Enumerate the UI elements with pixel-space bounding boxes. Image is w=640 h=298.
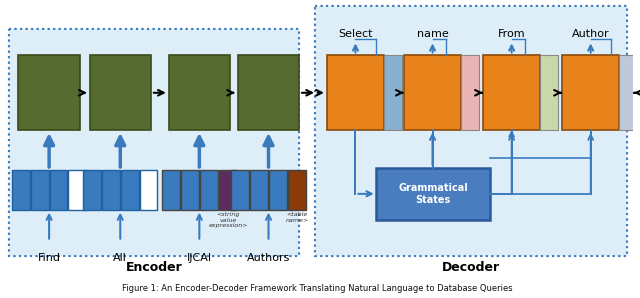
Bar <box>121 170 138 210</box>
Bar <box>50 170 67 210</box>
Bar <box>376 168 490 220</box>
Text: IJCAI: IJCAI <box>187 252 212 263</box>
Text: Select: Select <box>338 29 372 38</box>
Bar <box>12 170 30 210</box>
Bar <box>232 170 249 210</box>
Bar <box>8 29 299 255</box>
Text: Grammatical
States: Grammatical States <box>398 183 468 205</box>
Bar <box>90 55 151 130</box>
Bar <box>315 6 627 255</box>
Text: Find: Find <box>38 252 61 263</box>
Bar <box>68 170 86 210</box>
Bar <box>269 170 287 210</box>
Bar <box>483 55 540 130</box>
Bar <box>169 55 230 130</box>
Bar <box>620 55 637 130</box>
Bar <box>288 170 305 210</box>
Bar <box>315 6 627 255</box>
Bar <box>8 29 299 255</box>
Bar <box>83 170 101 210</box>
Bar <box>327 55 384 130</box>
Text: Authors: Authors <box>247 252 290 263</box>
Bar <box>562 55 620 130</box>
Bar <box>404 55 461 130</box>
Bar <box>540 55 558 130</box>
Bar <box>181 170 199 210</box>
Text: <table
name>: <table name> <box>285 212 308 223</box>
Text: Decoder: Decoder <box>442 261 500 274</box>
Text: Encoder: Encoder <box>125 261 182 274</box>
Bar <box>19 55 80 130</box>
Text: <string
value
expression>: <string value expression> <box>208 212 248 228</box>
Bar <box>238 55 299 130</box>
Text: name: name <box>417 29 449 38</box>
Bar <box>31 170 49 210</box>
Bar <box>163 170 180 210</box>
Bar <box>200 170 218 210</box>
Bar <box>250 170 268 210</box>
Bar <box>140 170 157 210</box>
Bar <box>384 55 402 130</box>
Bar <box>461 55 479 130</box>
Bar <box>219 170 236 210</box>
Text: Author: Author <box>572 29 609 38</box>
Text: From: From <box>498 29 525 38</box>
Text: Figure 1: An Encoder-Decoder Framework Translating Natural Language to Database : Figure 1: An Encoder-Decoder Framework T… <box>122 284 512 293</box>
Text: All: All <box>113 252 127 263</box>
Bar <box>102 170 120 210</box>
